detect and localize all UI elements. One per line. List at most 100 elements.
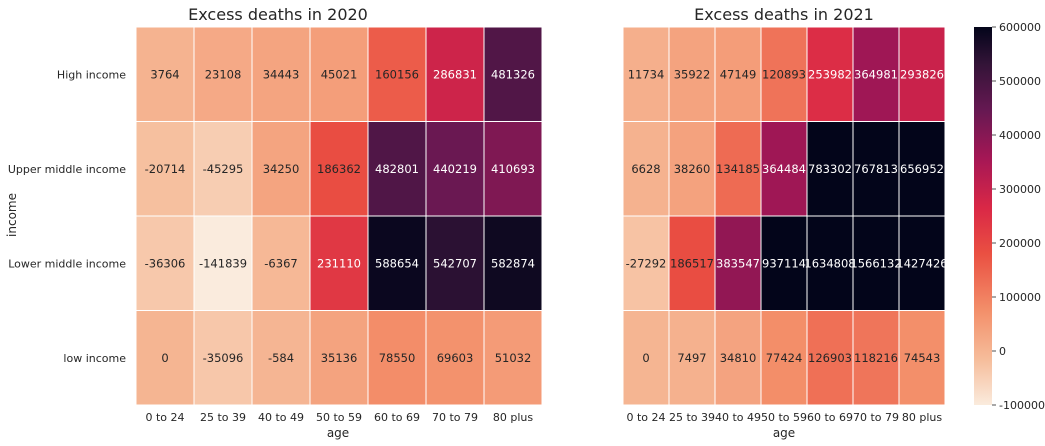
heatmap-cell [760, 215, 808, 311]
heatmap-cell-value: 47149 [720, 67, 757, 81]
x-tick-label: 0 to 24 [626, 411, 665, 424]
heatmap-cell [668, 310, 716, 406]
heatmap-cell-value: -35096 [203, 351, 244, 365]
heatmap-cell-value: 231110 [317, 256, 361, 270]
x-tick-label: 70 to 79 [432, 411, 478, 424]
heatmap-cell-value: -141839 [199, 256, 247, 270]
colorbar: 600000 500000 400000 300000 200000 100000 0 -10… [974, 21, 1045, 412]
heatmap-cell [309, 215, 369, 311]
x-tick-label: 60 to 69 [807, 411, 853, 424]
heatmap-cell [251, 26, 311, 122]
heatmap-cell-value: 35922 [674, 67, 711, 81]
heatmap-cell-value: 937114 [762, 256, 806, 270]
heatmap-cell-value: 3764 [150, 67, 179, 81]
heatmap-cell [806, 215, 854, 311]
heatmap-cell-value: 77424 [766, 351, 803, 365]
heatmap-cell-value: 34250 [263, 162, 300, 176]
heatmap-cell [898, 215, 946, 311]
heatmap-cell-value: 34810 [720, 351, 757, 365]
heatmap-cell-value: 364484 [762, 162, 806, 176]
heatmap-cell-value: -6367 [264, 256, 297, 270]
heatmap-cell [425, 26, 485, 122]
heatmap-cell [622, 121, 670, 217]
heatmap-cell [668, 121, 716, 217]
heatmap-cell [425, 215, 485, 311]
heatmap-cell [135, 310, 195, 406]
heatmap-cell-value: 126903 [808, 351, 852, 365]
heatmap-cell [251, 215, 311, 311]
heatmap-cell [309, 310, 369, 406]
heatmap-cell-value: 364981 [854, 67, 898, 81]
heatmap-cell [622, 310, 670, 406]
heatmap-2020-x-tick-labels: 0 to 24 25 to 39 40 to 49 50 to 59 60 to 69 7… [145, 411, 533, 424]
colorbar-tick-label: 200000 [999, 237, 1041, 250]
heatmap-cell [760, 121, 808, 217]
heatmap-2021: Excess deaths in 2021 11734 35922 47149 120… [622, 5, 948, 440]
heatmap-cell-value: 482801 [375, 162, 419, 176]
heatmap-cell-value: 118216 [854, 351, 898, 365]
heatmap-cell-value: -45295 [203, 162, 244, 176]
colorbar-tick-label: 600000 [999, 21, 1041, 34]
heatmap-cell-value: 582874 [491, 256, 535, 270]
heatmap-cell-value: 45021 [321, 67, 358, 81]
heatmap-cell-value: 160156 [375, 67, 419, 81]
y-tick-label: Upper middle income [8, 163, 126, 176]
heatmap-cell-value: 69603 [437, 351, 474, 365]
heatmap-cell [483, 121, 543, 217]
heatmap-cell-value: 186362 [317, 162, 361, 176]
heatmap-cell-value: -20714 [145, 162, 186, 176]
heatmap-cell-value: 0 [161, 351, 168, 365]
colorbar-tick-label: 400000 [999, 129, 1041, 142]
x-tick-label: 50 to 59 [761, 411, 807, 424]
heatmap-cell-value: 186517 [670, 256, 714, 270]
heatmap-2020-title: Excess deaths in 2020 [188, 5, 368, 24]
colorbar-tick-label: -100000 [999, 399, 1045, 412]
heatmap-2020-x-axis-label: age [327, 426, 349, 440]
heatmap-cell [806, 310, 854, 406]
y-tick-label: low income [63, 352, 126, 365]
heatmap-cell-value: 134185 [716, 162, 760, 176]
heatmap-cell-value: 410693 [491, 162, 535, 176]
colorbar-gradient [974, 27, 992, 405]
heatmap-cell [714, 26, 762, 122]
heatmap-2021-x-tick-labels: 0 to 24 25 to 39 40 to 49 50 to 59 60 to 69 7… [626, 411, 942, 424]
heatmap-cell-value: -27292 [626, 256, 667, 270]
heatmap-cell-value: 6628 [631, 162, 660, 176]
x-tick-label: 40 to 49 [715, 411, 761, 424]
heatmap-cell [135, 121, 195, 217]
heatmap-cell-value: 23108 [205, 67, 242, 81]
heatmap-cell [193, 310, 253, 406]
heatmap-cell-value: 120893 [762, 67, 806, 81]
heatmap-2021-cells: 11734 35922 47149 120893 253982 364981 293826 6… [622, 26, 948, 406]
heatmap-2021-x-axis-label: age [773, 426, 795, 440]
heatmap-cell-value: 783302 [808, 162, 852, 176]
heatmap-cell-value: 542707 [433, 256, 477, 270]
heatmap-cell [622, 26, 670, 122]
heatmap-cell-value: 34443 [263, 67, 300, 81]
heatmap-cell-value: 1427426 [896, 256, 947, 270]
heatmap-cell-value: 767813 [854, 162, 898, 176]
heatmap-cell-value: 286831 [433, 67, 477, 81]
heatmap-cell [193, 26, 253, 122]
heatmap-cell-value: 440219 [433, 162, 477, 176]
heatmap-cell [483, 215, 543, 311]
y-tick-label: High income [57, 68, 126, 81]
colorbar-tick-label: 300000 [999, 183, 1041, 196]
heatmap-cell-value: 74543 [904, 351, 941, 365]
heatmap-cell [714, 215, 762, 311]
heatmap-2020-y-tick-labels: High income Upper middle income Lower midd… [8, 68, 126, 365]
y-tick-label: Lower middle income [8, 257, 126, 270]
heatmap-cell [898, 121, 946, 217]
heatmap-cell-value: 1634808 [804, 256, 855, 270]
heatmap-2020-y-axis-label: income [5, 193, 19, 237]
colorbar-tick-label: 100000 [999, 291, 1041, 304]
heatmap-cell-value: 588654 [375, 256, 419, 270]
heatmap-cell-value: 78550 [379, 351, 416, 365]
heatmap-cell [135, 26, 195, 122]
x-tick-label: 25 to 39 [200, 411, 246, 424]
heatmap-cell-value: -36306 [145, 256, 186, 270]
heatmap-cell [193, 215, 253, 311]
heatmap-cell [760, 310, 808, 406]
heatmap-cell [852, 310, 900, 406]
